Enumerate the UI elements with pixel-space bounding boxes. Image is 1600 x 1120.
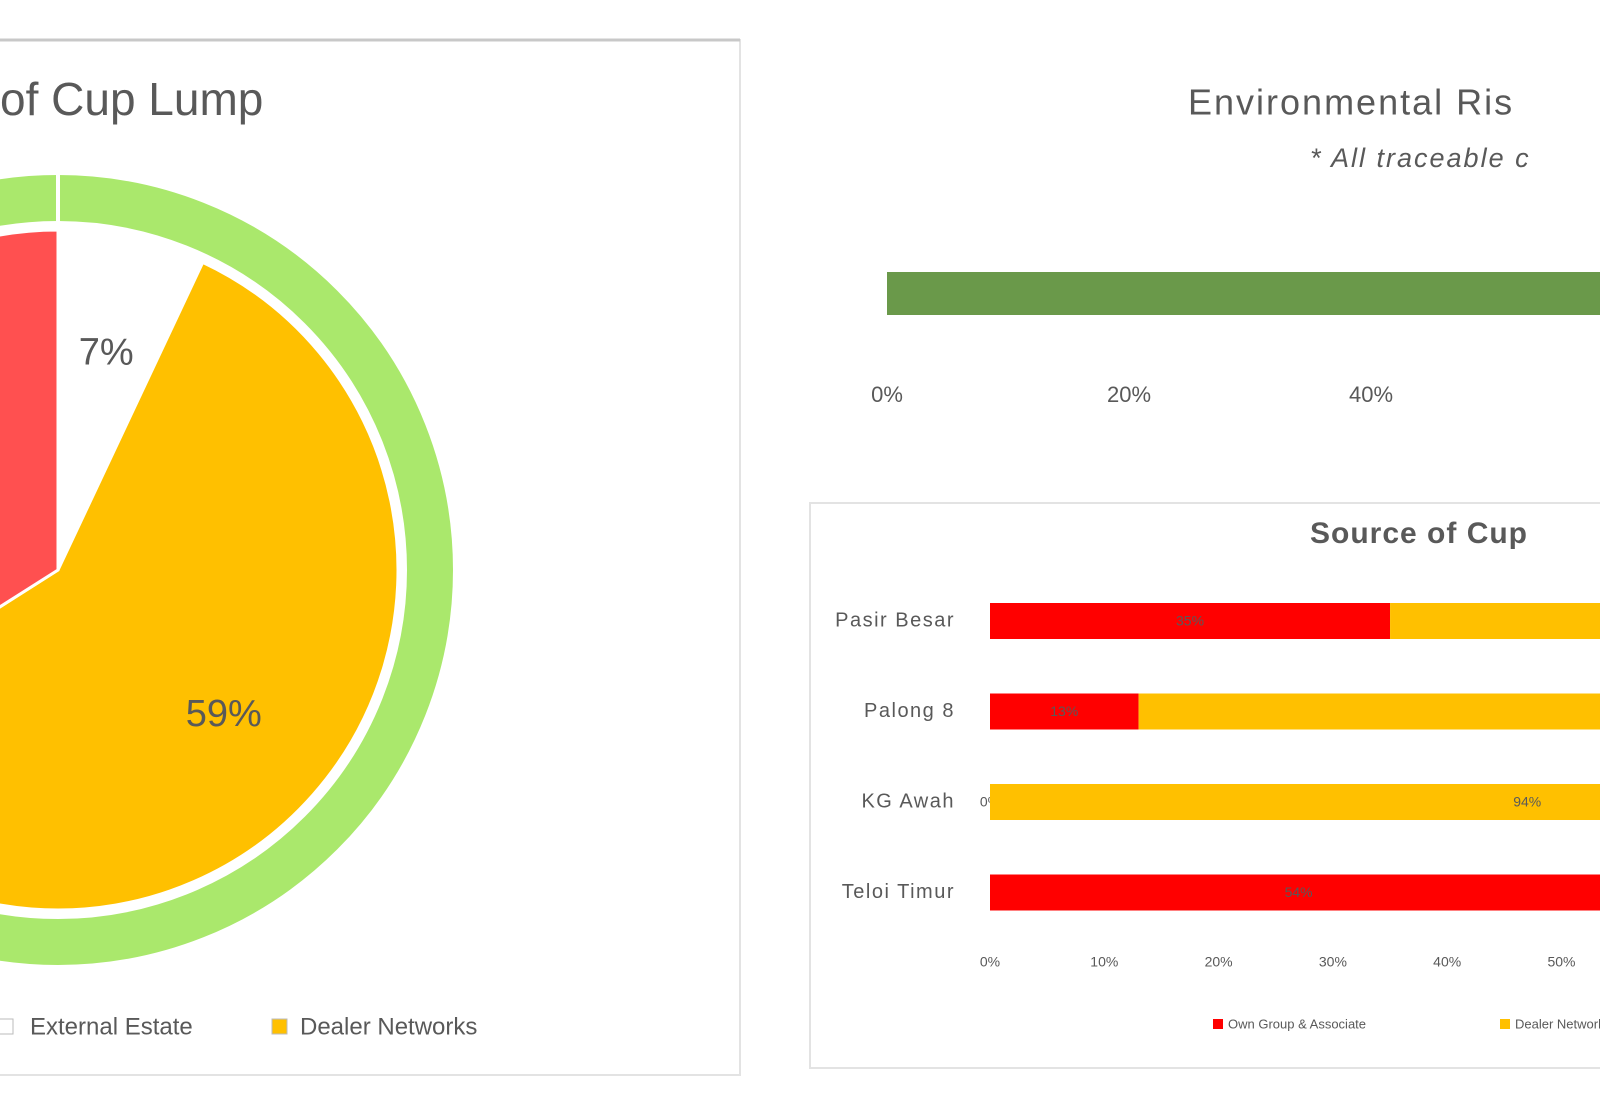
slice-label: 59% — [186, 693, 262, 735]
bar-segment — [1138, 693, 1600, 730]
legend-swatch — [271, 1018, 288, 1035]
legend-label: Dealer Networks — [1515, 1016, 1600, 1031]
chart-subtitle: * All traceable c — [1310, 143, 1531, 173]
legend-swatch — [0, 1018, 14, 1035]
x-tick-label: 0% — [980, 954, 1000, 970]
x-tick-label: 20% — [1107, 382, 1151, 407]
bar — [887, 272, 1600, 315]
chart-title: of Cup Lump — [0, 73, 263, 125]
legend-label: Dealer Networks — [300, 1013, 477, 1040]
bar-segment — [990, 784, 1600, 820]
y-tick-label: Pasir Besar — [835, 609, 955, 631]
pie-slice — [0, 260, 400, 912]
pie-slice — [56, 228, 205, 571]
bar-segment — [990, 693, 1139, 730]
x-tick-label: 50% — [1547, 954, 1575, 970]
legend-label: Own Group & Associate — [1228, 1016, 1366, 1031]
x-tick-label: 40% — [1349, 382, 1393, 407]
bar-label: 13% — [1050, 703, 1078, 719]
slice-label: 7% — [79, 331, 134, 373]
y-tick-label: Teloi Timur — [842, 881, 955, 903]
y-tick-label: KG Awah — [861, 790, 955, 812]
chart-title: Environmental Ris — [1188, 82, 1514, 123]
bar-label: 54% — [1285, 884, 1313, 900]
x-tick-label: 0% — [871, 382, 903, 407]
y-tick-label: Palong 8 — [864, 700, 955, 722]
legend-swatch — [1500, 1019, 1510, 1029]
bar-segment — [990, 874, 1600, 911]
bar-segment — [1390, 603, 1600, 639]
bar-label: 35% — [1176, 613, 1204, 629]
bar-label: 94% — [1513, 794, 1541, 810]
x-tick-label: 20% — [1205, 954, 1233, 970]
legend-label: External Estate — [30, 1013, 193, 1040]
bar-segment — [990, 603, 1391, 639]
x-tick-label: 40% — [1433, 954, 1461, 970]
pie-slice — [0, 228, 60, 609]
legend-swatch — [1213, 1019, 1223, 1029]
x-tick-label: 10% — [1090, 954, 1118, 970]
chart-title: Source of Cup — [1310, 517, 1528, 550]
x-tick-label: 30% — [1319, 954, 1347, 970]
